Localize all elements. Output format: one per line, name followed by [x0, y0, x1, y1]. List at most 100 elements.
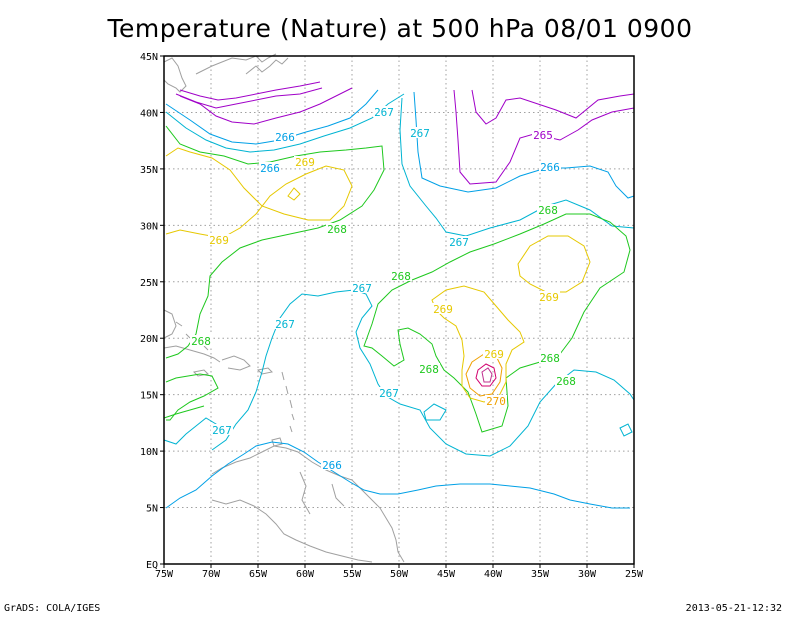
x-tick-label: 45W — [437, 569, 456, 580]
x-tick-label: 70W — [202, 569, 221, 580]
x-tick-label: 40W — [484, 569, 503, 580]
contour-label-bg — [294, 156, 316, 167]
contour-265-north-2 — [179, 81, 321, 101]
contour-label-bg — [539, 352, 561, 363]
contour-268-west-lower — [165, 373, 219, 421]
y-tick-label: 15N — [140, 391, 158, 402]
contour-label-269: 269 — [295, 156, 315, 169]
contour-label-267: 267 — [275, 318, 295, 331]
contour-label-bg — [326, 223, 348, 234]
contour-label-269: 269 — [484, 348, 504, 361]
y-tick-label: 25N — [140, 278, 158, 289]
y-tick-label: 20N — [140, 334, 158, 345]
contour-268-north — [165, 125, 385, 359]
contour-label-268: 268 — [391, 270, 411, 283]
y-tick-label: 5N — [146, 504, 158, 515]
contour-label-bg — [211, 424, 233, 435]
contour-label-265: 265 — [533, 129, 553, 142]
y-tick-label: 35N — [140, 165, 158, 176]
contour-label-bg — [321, 459, 343, 470]
y-tick-label: 40N — [140, 108, 158, 119]
x-tick-label: 35W — [531, 569, 550, 580]
x-tick-label: 50W — [390, 569, 409, 580]
contour-label-bg — [538, 291, 560, 302]
coastline-guiana-border — [299, 471, 345, 515]
contour-label-bg — [274, 131, 296, 142]
contour-label-bg — [274, 318, 296, 329]
coastline-bahamas — [175, 321, 209, 351]
x-tick-label: 60W — [296, 569, 315, 580]
contour-267-mid — [399, 97, 635, 237]
contour-labels: 265 266 266 266 266 267 267 267 267 267 267 267 268 2… — [190, 106, 577, 472]
contour-265-west — [179, 87, 353, 125]
coastline-south-america — [211, 445, 405, 563]
contour-267-small-1 — [423, 403, 447, 421]
contour-label-bg — [390, 270, 412, 281]
contour-label-267: 267 — [212, 424, 232, 437]
temperature-contours — [163, 81, 635, 509]
contour-label-270: 270 — [486, 395, 506, 408]
contour-label-267: 267 — [449, 236, 469, 249]
contour-265-east-inner — [471, 89, 635, 125]
contour-label-268: 268 — [540, 352, 560, 365]
contour-label-267: 267 — [379, 387, 399, 400]
contour-label-267: 267 — [410, 127, 430, 140]
contour-label-267: 267 — [374, 106, 394, 119]
contour-label-bg — [208, 234, 230, 245]
contour-266-south — [165, 441, 630, 509]
coastline-puerto-rico — [256, 367, 274, 375]
contour-label-bg — [378, 387, 400, 398]
contour-label-268: 268 — [556, 375, 576, 388]
contour-271 — [475, 363, 497, 387]
contour-label-268: 268 — [191, 335, 211, 348]
contour-269-west — [165, 147, 353, 239]
coastline-hispaniola — [221, 355, 251, 371]
contour-label-269: 269 — [539, 291, 559, 304]
lat-lon-grid — [164, 56, 634, 564]
contour-label-bg — [418, 363, 440, 374]
coastline-cuba — [163, 345, 221, 363]
x-tick-label: 30W — [578, 569, 597, 580]
footer-credit: GrADS: COLA/IGES — [4, 603, 101, 614]
footer-timestamp: 2013-05-21-12:32 — [685, 603, 782, 614]
contour-266-east — [413, 91, 635, 199]
contour-label-bg — [483, 348, 505, 359]
contour-label-bg — [373, 106, 395, 117]
contour-label-bg — [190, 335, 212, 346]
contour-label-266: 266 — [540, 161, 560, 174]
contour-269-center — [431, 285, 525, 403]
contour-label-269: 269 — [433, 303, 453, 316]
x-tick-label: 25W — [625, 569, 644, 580]
y-tick-label: 45N — [140, 52, 158, 63]
y-tick-label: 10N — [140, 447, 158, 458]
contour-label-bg — [485, 395, 507, 406]
contour-label-267: 267 — [352, 282, 372, 295]
x-tick-label: 75W — [155, 569, 174, 580]
contour-label-bg — [432, 303, 454, 314]
contour-label-bg — [555, 375, 577, 386]
coastline-trinidad — [271, 437, 283, 447]
contour-label-bg — [537, 204, 559, 215]
x-tick-label: 65W — [249, 569, 268, 580]
contour-label-bg — [539, 161, 561, 172]
contour-272 — [481, 367, 493, 383]
contour-265-north — [175, 87, 323, 109]
contour-label-268: 268 — [327, 223, 347, 236]
map-title: Temperature (Nature) at 500 hPa 08/01 09… — [107, 14, 693, 43]
contour-268-west-tiny — [163, 405, 205, 419]
contour-label-bg — [409, 127, 431, 138]
contour-269-west-small — [287, 187, 301, 201]
y-tick-label: 30N — [140, 221, 158, 232]
contour-label-266: 266 — [275, 131, 295, 144]
contour-label-bg — [259, 162, 281, 173]
coastline-nova-scotia — [195, 53, 277, 75]
coastline-venezuela-border — [211, 499, 373, 563]
coastline-north-america — [163, 57, 187, 93]
axis-ticks: 75W 70W 65W 60W 55W 50W 45W 40W 35W 30W 25W EQ 5N 10N… — [140, 52, 644, 580]
contour-266-north — [165, 89, 379, 145]
contour-265-east — [453, 89, 635, 185]
contour-label-bg — [351, 282, 373, 293]
coastline-newfoundland — [245, 57, 289, 75]
contour-label-268: 268 — [419, 363, 439, 376]
